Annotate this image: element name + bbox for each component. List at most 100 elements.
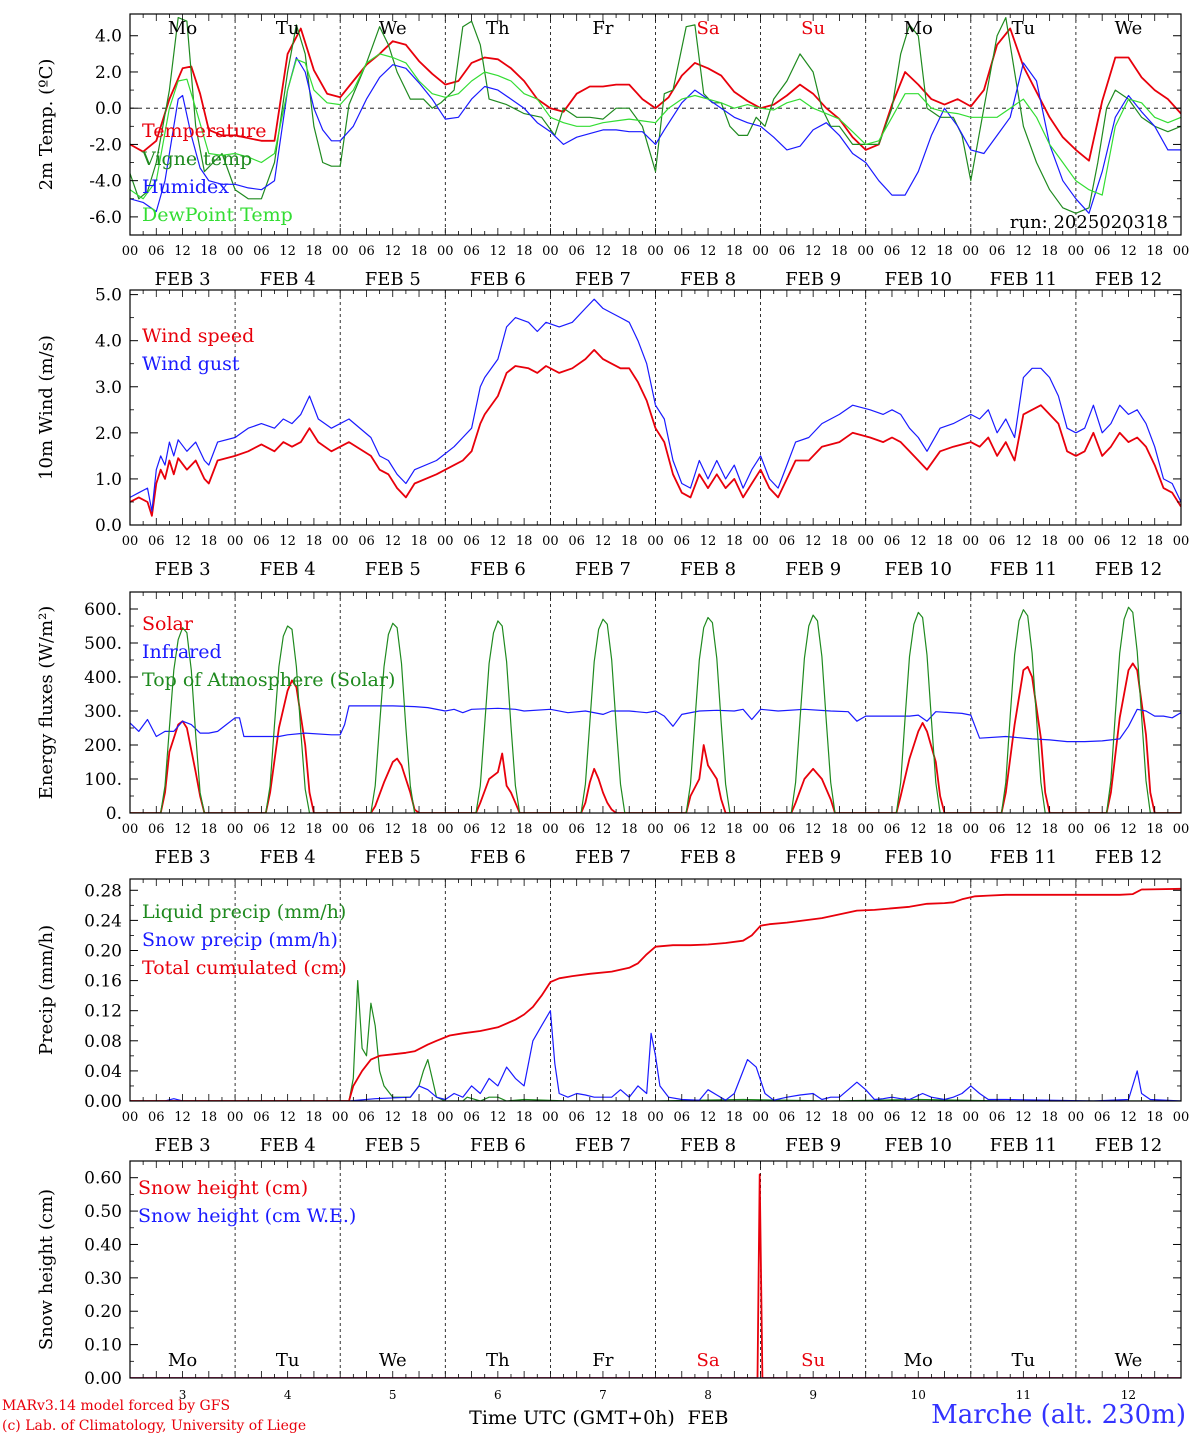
x-hour-label: 12 <box>595 534 612 549</box>
x-hour-label: 12 <box>1120 1110 1137 1125</box>
x-hour-label: 06 <box>148 534 165 549</box>
weekday-label: Mo <box>168 18 197 39</box>
x-hour-label: 00 <box>332 822 349 837</box>
x-date-label: FEB 11 <box>990 847 1057 868</box>
x-hour-label: 00 <box>1068 1110 1085 1125</box>
x-hour-label: 06 <box>674 534 691 549</box>
series-line-top-of-atmosphere-solar- <box>130 606 1181 813</box>
x-hour-label: 06 <box>1094 822 1111 837</box>
x-hour-label: 12 <box>700 822 717 837</box>
y-tick-label: -2.0 <box>89 135 122 155</box>
x-hour-label: 00 <box>542 244 559 259</box>
x-hour-label: 06 <box>463 534 480 549</box>
weekday-label: Sa <box>697 1350 720 1371</box>
x-hour-label: 18 <box>1146 822 1163 837</box>
series-group <box>130 298 1181 517</box>
x-hour-label: 18 <box>1041 244 1058 259</box>
x-hour-label: 12 <box>490 1110 507 1125</box>
x-date-label: FEB 6 <box>470 1135 526 1156</box>
weekday-label: Th <box>486 18 510 39</box>
x-hour-label: 06 <box>148 822 165 837</box>
x-hour-label: 12 <box>1120 534 1137 549</box>
x-hour-label: 12 <box>490 244 507 259</box>
x-hour-label: 18 <box>306 534 323 549</box>
x-date-label: FEB 7 <box>575 847 631 868</box>
weekday-label: Mo <box>904 1350 933 1371</box>
x-hour-label: 12 <box>1015 244 1032 259</box>
x-hour-label: 00 <box>1068 822 1085 837</box>
x-hour-label: 06 <box>1094 244 1111 259</box>
x-date-label: FEB 11 <box>990 559 1057 580</box>
x-hour-label: 00 <box>1068 244 1085 259</box>
x-hour-label: 18 <box>516 244 533 259</box>
x-hour-label: 12 <box>910 534 927 549</box>
series-line-infrared <box>130 705 1181 743</box>
x-hour-label: 06 <box>148 1110 165 1125</box>
x-hour-label: 12 <box>490 822 507 837</box>
x-date-label: FEB 6 <box>470 559 526 580</box>
x-hour-label: 00 <box>752 1110 769 1125</box>
legend-entry: Humidex <box>142 176 229 198</box>
lab-credit: (c) Lab. of Climatology, University of L… <box>2 1418 307 1434</box>
x-hour-label: 18 <box>411 534 428 549</box>
y-axis-title: Precip (mm/h) <box>36 925 57 1055</box>
y-tick-label: 0.24 <box>84 911 122 931</box>
panel-2: 0.0 1.0 2.0 3.0 4.0 5.0 10m Wind (m/s) Wind spe… <box>36 286 1189 580</box>
x-hour-label: 00 <box>857 1110 874 1125</box>
x-hour-label: 00 <box>857 244 874 259</box>
x-hour-label: 06 <box>358 1110 375 1125</box>
y-tick-label: 0.16 <box>84 972 122 992</box>
x-hour-label: 00 <box>122 534 139 549</box>
series-group <box>130 606 1181 813</box>
x-date-label: FEB 8 <box>680 1135 736 1156</box>
x-hour-label: 06 <box>253 822 270 837</box>
x-hour-label: 18 <box>201 1110 218 1125</box>
x-hour-label: 12 <box>910 1110 927 1125</box>
x-hour-label: 00 <box>542 1110 559 1125</box>
x-axis-month: FEB <box>687 1407 728 1429</box>
legend-entry: Wind speed <box>142 325 254 347</box>
legend-entry: Total cumulated (cm) <box>142 957 347 979</box>
day-number-label: 10 <box>911 1388 926 1402</box>
station-label: Marche (alt. 230m) <box>931 1400 1186 1430</box>
x-date-label: FEB 4 <box>260 269 316 290</box>
x-hour-label: 06 <box>989 822 1006 837</box>
x-hour-label: 18 <box>516 1110 533 1125</box>
legend-entry: Wind gust <box>142 353 240 375</box>
weekday-label: We <box>379 18 407 39</box>
x-hour-label: 06 <box>358 822 375 837</box>
series-line-temperature <box>130 27 1181 162</box>
series-group <box>130 1173 1181 1378</box>
x-hour-label: 18 <box>201 534 218 549</box>
x-hour-label: 12 <box>805 534 822 549</box>
x-hour-label: 00 <box>647 822 664 837</box>
y-axis-title: Energy fluxes (W/m²) <box>36 606 57 800</box>
legend-entry: Solar <box>142 613 194 635</box>
x-hour-label: 12 <box>595 1110 612 1125</box>
x-hour-label: 00 <box>122 1110 139 1125</box>
x-hour-label: 12 <box>595 822 612 837</box>
y-tick-label: 0.08 <box>84 1032 122 1052</box>
x-hour-label: 06 <box>674 244 691 259</box>
x-hour-label: 00 <box>437 534 454 549</box>
legend-entry: Snow height (cm W.E.) <box>138 1205 356 1227</box>
x-hour-label: 00 <box>332 534 349 549</box>
legend-entry: Temperature <box>142 120 266 142</box>
x-hour-label: 18 <box>516 534 533 549</box>
weekday-label: Tu <box>1012 1350 1036 1371</box>
legend-entry: DewPoint Temp <box>142 204 293 226</box>
x-hour-label: 00 <box>122 822 139 837</box>
x-hour-label: 18 <box>621 534 638 549</box>
x-hour-label: 00 <box>437 822 454 837</box>
series-line-snow-height-cm- <box>130 1173 1181 1378</box>
weekday-label: We <box>1115 1350 1143 1371</box>
y-tick-label: 0.50 <box>84 1202 122 1222</box>
x-hour-label: 06 <box>884 244 901 259</box>
series-line-solar <box>130 662 1181 813</box>
x-hour-label: 06 <box>568 1110 585 1125</box>
y-tick-label: 500. <box>84 634 122 654</box>
x-hour-label: 06 <box>989 534 1006 549</box>
x-hour-label: 00 <box>227 534 244 549</box>
x-hour-label: 06 <box>779 534 796 549</box>
panel-4: 0.00 0.04 0.08 0.12 0.16 0.20 0.24 0.28 Precip (… <box>36 878 1189 1156</box>
